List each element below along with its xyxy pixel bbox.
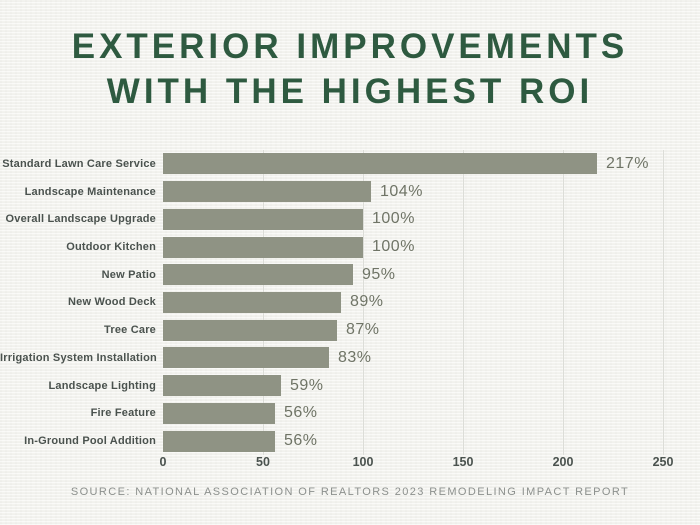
chart-title-line2: WITH THE HIGHEST ROI [106,72,594,111]
table-row: Outdoor Kitchen 100% [0,233,700,261]
category-label: New Patio [101,268,156,281]
bar-track: 56% [163,400,700,428]
category-label: Outdoor Kitchen [66,241,156,254]
bar-track: 87% [163,316,700,344]
bar [163,264,353,286]
bar-rows: Standard Lawn Care Service 217% Landscap… [0,150,700,455]
value-label: 104% [380,182,423,200]
table-row: Fire Feature 56% [0,400,700,428]
table-row: Landscape Maintenance 104% [0,178,700,206]
bar-track: 104% [163,178,700,206]
bar [163,319,337,341]
category-label: Landscape Maintenance [24,185,156,198]
table-row: Tree Care 87% [0,316,700,344]
chart-title: EXTERIOR IMPROVEMENTS WITH THE HIGHEST R… [0,24,700,114]
value-label: 56% [284,432,318,450]
value-label: 100% [372,210,415,228]
bar-track: 95% [163,261,700,289]
category-label: Fire Feature [90,407,156,420]
bar-track: 217% [163,150,700,178]
x-tick: 200 [552,455,574,469]
value-label: 217% [606,154,649,172]
bar [163,236,363,258]
category-label: Irrigation System Installation [0,351,157,364]
category-label: New Wood Deck [68,296,156,309]
gridline-100 [363,150,364,455]
bar-track: 89% [163,289,700,317]
table-row: New Wood Deck 89% [0,289,700,317]
table-row: Irrigation System Installation 83% [0,344,700,372]
bar-track: 100% [163,205,700,233]
category-label: Standard Lawn Care Service [2,157,156,170]
bar-track: 83% [163,344,700,372]
category-label: Landscape Lighting [48,379,156,392]
source-caption: SOURCE: NATIONAL ASSOCIATION OF REALTORS… [70,486,630,498]
value-label: 89% [350,293,384,311]
x-tick: 250 [652,455,674,469]
bar-track: 56% [163,427,700,455]
category-label: Overall Landscape Upgrade [5,213,156,226]
x-tick: 150 [452,455,474,469]
gridline-200 [563,150,564,455]
bar [163,181,371,203]
value-label: 83% [338,348,372,366]
category-label: Tree Care [104,324,156,337]
bar [163,347,329,369]
value-label: 59% [290,376,324,394]
table-row: New Patio 95% [0,261,700,289]
bar [163,291,341,313]
gridline-250 [663,150,664,455]
bar [163,208,363,230]
bar [163,375,281,397]
gridline-150 [463,150,464,455]
bar-chart: Standard Lawn Care Service 217% Landscap… [0,150,700,455]
bar [163,402,275,424]
table-row: Standard Lawn Care Service 217% [0,150,700,178]
x-tick: 0 [159,455,167,469]
x-tick: 50 [256,455,270,469]
bar-track: 100% [163,233,700,261]
value-label: 87% [346,321,380,339]
value-label: 56% [284,404,318,422]
bar-track: 59% [163,372,700,400]
value-label: 95% [362,265,396,283]
value-label: 100% [372,238,415,256]
x-tick: 100 [352,455,374,469]
table-row: Landscape Lighting 59% [0,372,700,400]
bar [163,153,597,175]
table-row: In-Ground Pool Addition 56% [0,427,700,455]
table-row: Overall Landscape Upgrade 100% [0,205,700,233]
x-axis: 0 50 100 150 200 250 [159,455,674,473]
chart-title-line1: EXTERIOR IMPROVEMENTS [71,27,629,66]
bar [163,430,275,452]
category-label: In-Ground Pool Addition [24,435,156,448]
